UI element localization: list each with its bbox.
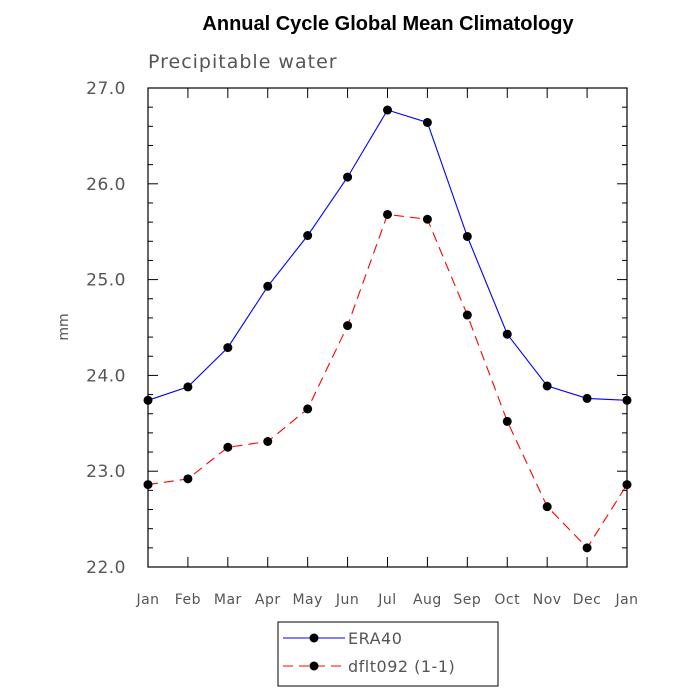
y-tick-label: 24.0 bbox=[86, 366, 126, 386]
chart-subtitle: Precipitable water bbox=[148, 51, 338, 73]
y-tick-label: 25.0 bbox=[86, 271, 126, 291]
data-point-dflt092-1-1 bbox=[542, 502, 552, 512]
data-point-era40 bbox=[462, 231, 472, 241]
data-point-era40 bbox=[343, 172, 353, 182]
legend-label-dflt092: dflt092 (1-1) bbox=[348, 657, 455, 676]
y-tick-label: 26.0 bbox=[86, 175, 126, 195]
x-tick-label: Mar bbox=[214, 592, 242, 608]
chart-title: Annual Cycle Global Mean Climatology bbox=[202, 13, 574, 35]
y-tick-label: 27.0 bbox=[86, 79, 126, 99]
data-point-era40 bbox=[542, 381, 552, 391]
data-point-era40 bbox=[582, 393, 592, 403]
series-line-dflt092-1-1 bbox=[147, 213, 628, 549]
x-tick-labels: Jan Feb Mar Apr May Jun Jul Aug Sep Oct Nov Dec Jan bbox=[135, 592, 638, 608]
x-tick-label: Jul bbox=[377, 592, 396, 608]
legend-marker-era40 bbox=[309, 633, 319, 643]
data-point-dflt092-1-1 bbox=[303, 404, 313, 414]
data-point-era40 bbox=[422, 117, 432, 127]
x-tick-label: Dec bbox=[573, 592, 602, 608]
y-tick-label: 23.0 bbox=[86, 462, 126, 482]
y-tick-label: 22.0 bbox=[86, 558, 126, 578]
data-point-era40 bbox=[502, 329, 512, 339]
legend: ERA40 dflt092 (1-1) bbox=[277, 621, 499, 687]
data-point-dflt092-1-1 bbox=[462, 310, 472, 320]
data-point-dflt092-1-1 bbox=[582, 543, 592, 553]
x-tick-label: Apr bbox=[255, 592, 281, 608]
data-point-dflt092-1-1 bbox=[183, 474, 193, 484]
x-tick-label: Feb bbox=[175, 592, 201, 608]
data-point-era40 bbox=[303, 231, 313, 241]
data-point-dflt092-1-1 bbox=[422, 214, 432, 224]
x-tick-label: Nov bbox=[533, 592, 562, 608]
data-point-dflt092-1-1 bbox=[263, 437, 273, 447]
y-axis-label: mm bbox=[56, 313, 72, 340]
axis-ticks bbox=[147, 87, 628, 568]
data-point-dflt092-1-1 bbox=[383, 209, 392, 219]
legend-label-era40: ERA40 bbox=[348, 629, 402, 648]
x-tick-label: Aug bbox=[413, 592, 442, 608]
x-tick-label: Jan bbox=[135, 592, 159, 608]
data-point-era40 bbox=[183, 382, 193, 392]
data-point-era40 bbox=[223, 343, 233, 353]
legend-box bbox=[277, 621, 499, 687]
series-layer bbox=[143, 105, 632, 553]
series-line-era40 bbox=[147, 109, 628, 401]
data-point-era40 bbox=[383, 105, 392, 115]
data-point-dflt092-1-1 bbox=[502, 416, 512, 426]
x-tick-label: Jan bbox=[614, 592, 638, 608]
plot-frame bbox=[147, 87, 628, 568]
x-tick-label: Jun bbox=[335, 592, 359, 608]
data-point-dflt092-1-1 bbox=[223, 442, 233, 452]
x-tick-label: Sep bbox=[453, 592, 481, 608]
y-tick-labels: 22.0 23.0 24.0 25.0 26.0 27.0 bbox=[86, 79, 126, 578]
legend-marker-dflt092 bbox=[309, 661, 319, 671]
x-tick-label: Oct bbox=[494, 592, 520, 608]
data-point-dflt092-1-1 bbox=[343, 321, 353, 331]
x-tick-label: May bbox=[292, 592, 322, 608]
data-point-era40 bbox=[263, 281, 273, 291]
